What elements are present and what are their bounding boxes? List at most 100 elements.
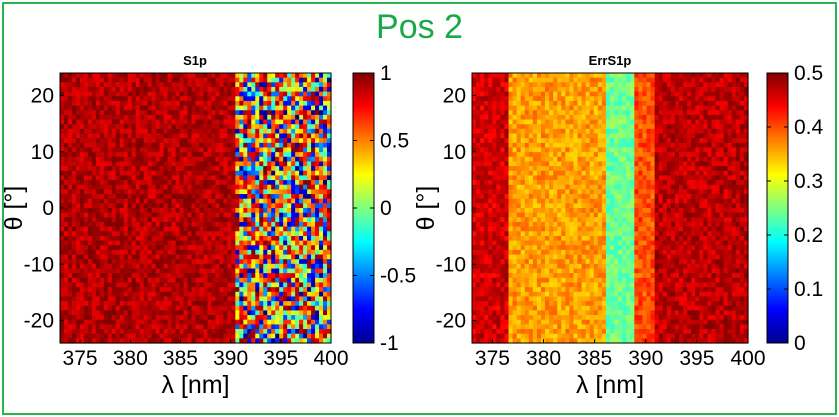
heatmap-cell [99, 217, 105, 223]
heatmap-cell [219, 226, 224, 232]
heatmap-cell [107, 189, 113, 195]
heatmap-cell [163, 212, 169, 218]
heatmap-cell [504, 305, 510, 312]
heatmap-cell [143, 114, 149, 121]
heatmap-cell [87, 114, 93, 121]
heatmap-cell [83, 282, 89, 288]
heatmap-cell [151, 86, 157, 93]
heatmap-cell [315, 184, 320, 190]
heatmap-cell [155, 287, 161, 293]
heatmap-cell [323, 296, 328, 302]
heatmap-cell [472, 170, 477, 177]
heatmap-cell [496, 77, 502, 83]
heatmap-cell [239, 249, 244, 256]
heatmap-cell [480, 189, 485, 195]
heatmap-cell [259, 161, 264, 167]
heatmap-cell [307, 152, 312, 158]
heatmap-cell [291, 77, 296, 83]
heatmap-cell [159, 170, 165, 177]
heatmap-cell [496, 273, 502, 279]
heatmap-cell [528, 231, 534, 237]
heatmap-cell [191, 128, 197, 135]
heatmap-cell [315, 77, 320, 83]
heatmap-cell [520, 147, 526, 153]
heatmap-cell [472, 138, 477, 144]
heatmap-cell [199, 259, 205, 265]
heatmap-cell [484, 73, 489, 79]
heatmap-cell [151, 180, 157, 186]
heatmap-cell [143, 124, 149, 130]
heatmap-cell [91, 203, 97, 209]
heatmap-cell [279, 208, 284, 214]
y-axis-label: θ [°] [0, 186, 28, 231]
heatmap-cell [536, 124, 542, 130]
heatmap-cell [500, 114, 506, 121]
heatmap-cell [195, 180, 201, 186]
heatmap-cell [259, 305, 264, 312]
heatmap-cell [484, 110, 489, 116]
heatmap-cell [123, 240, 129, 246]
heatmap-cell [135, 221, 141, 228]
heatmap-cell [199, 110, 205, 116]
heatmap-cell [524, 245, 530, 251]
heatmap-cell [520, 254, 526, 260]
heatmap-cell [167, 198, 173, 204]
heatmap-cell [87, 110, 93, 116]
heatmap-cell [219, 82, 224, 88]
heatmap-cell [71, 338, 77, 344]
heatmap-cell [504, 170, 510, 177]
heatmap-cell [75, 310, 81, 316]
heatmap-cell [488, 152, 493, 158]
heatmap-cell [231, 152, 236, 158]
heatmap-cell [279, 329, 284, 335]
heatmap-cell [504, 273, 510, 279]
heatmap-cell [508, 82, 514, 88]
heatmap-cell [175, 259, 181, 265]
heatmap-cell [191, 110, 197, 116]
heatmap-cell [500, 319, 506, 325]
heatmap-cell [83, 105, 89, 111]
heatmap-cell [211, 235, 217, 242]
heatmap-cell [175, 287, 181, 293]
heatmap-cell [287, 245, 292, 251]
heatmap-cell [299, 315, 304, 321]
heatmap-cell [251, 161, 256, 167]
heatmap-cell [95, 324, 101, 330]
heatmap-cell [504, 277, 510, 284]
heatmap-cell [199, 156, 205, 163]
heatmap-cell [295, 226, 300, 232]
heatmap-cell [251, 254, 256, 260]
heatmap-cell [307, 217, 312, 223]
heatmap-cell [159, 301, 165, 307]
heatmap-cell [500, 180, 506, 186]
heatmap-cell [207, 166, 213, 172]
heatmap-cell [147, 245, 153, 251]
heatmap-cell [275, 291, 280, 298]
heatmap-cell [207, 147, 213, 153]
heatmap-cell [179, 245, 185, 251]
heatmap-cell [255, 119, 260, 125]
heatmap-cell [279, 221, 284, 228]
heatmap-cell [259, 235, 264, 242]
heatmap-cell [199, 333, 205, 339]
heatmap-cell [532, 161, 538, 167]
heatmap-cell [476, 203, 481, 209]
heatmap-cell [223, 175, 228, 181]
heatmap-cell [215, 161, 221, 167]
heatmap-cell [243, 296, 248, 302]
heatmap-cell [223, 259, 228, 265]
heatmap-cell [532, 259, 538, 265]
heatmap-cell [520, 235, 526, 242]
heatmap-cell [295, 96, 300, 102]
heatmap-cell [147, 96, 153, 102]
heatmap-cell [480, 170, 485, 177]
heatmap-cell [263, 296, 268, 302]
heatmap-cell [532, 170, 538, 177]
heatmap-cell [287, 133, 292, 139]
heatmap-cell [327, 324, 332, 330]
heatmap-cell [127, 319, 133, 325]
heatmap-cell [127, 170, 133, 177]
heatmap-cell [219, 180, 224, 186]
heatmap-cell [67, 194, 73, 200]
heatmap-cell [287, 77, 292, 83]
